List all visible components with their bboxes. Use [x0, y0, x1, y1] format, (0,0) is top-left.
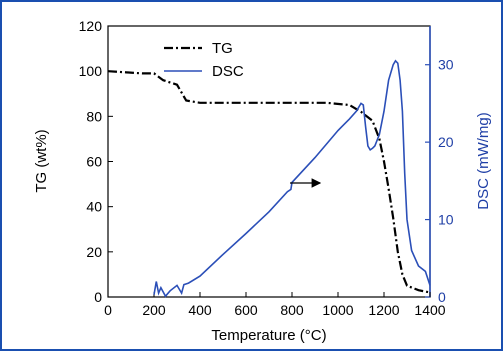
bottom-tick-label: 1200: [368, 302, 399, 318]
bottom-tick-label: 600: [234, 302, 258, 318]
right-tick-label: 0: [438, 289, 446, 305]
right-tick-label: 10: [438, 212, 454, 228]
left-axis-ticks: 0 20 40 60 80 100 120: [79, 18, 113, 305]
y-axis-label-right: DSC (mW/mg): [475, 112, 492, 210]
right-tick-label: 20: [438, 134, 454, 150]
left-tick-label: 0: [94, 289, 102, 305]
left-tick-label: 80: [86, 108, 102, 124]
bottom-tick-label: 200: [142, 302, 166, 318]
right-tick-label: 30: [438, 57, 454, 73]
left-tick-label: 120: [79, 18, 103, 34]
bottom-tick-label: 0: [104, 302, 112, 318]
left-tick-label: 60: [86, 154, 102, 170]
legend-label-dsc: DSC: [212, 63, 244, 80]
y-axis-label-left: TG (wt%): [33, 129, 50, 192]
left-tick-label: 20: [86, 244, 102, 260]
x-axis-label: Temperature (°C): [211, 327, 326, 344]
legend-label-tg: TG: [212, 40, 233, 57]
series-line-tg: [107, 70, 431, 294]
right-axis-ticks: 0 10 20 30: [425, 57, 454, 305]
plot-area: [107, 25, 431, 298]
left-tick-label: 100: [79, 63, 103, 79]
bottom-tick-label: 800: [280, 302, 304, 318]
bottom-tick-label: 400: [188, 302, 212, 318]
series-line-dsc: [153, 59, 431, 298]
bottom-tick-label: 1400: [414, 302, 445, 318]
left-tick-label: 40: [86, 199, 102, 215]
bottom-tick-label: 1000: [322, 302, 353, 318]
bottom-axis-ticks: 0 200 400 600 800 1000 1200 1400: [104, 292, 446, 318]
